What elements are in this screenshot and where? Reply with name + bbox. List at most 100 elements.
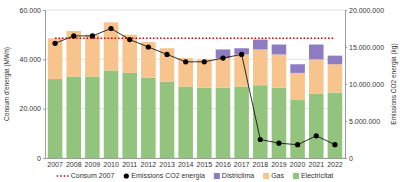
bar: [253, 40, 268, 50]
tick-label: 2011: [122, 161, 137, 168]
tick-label: 0: [349, 155, 353, 162]
axis-title: Emissions CO2 energia (kg): [390, 43, 398, 124]
tick-label: 2019: [271, 161, 287, 168]
bar: [141, 42, 156, 43]
bar: [234, 54, 249, 86]
point: [71, 33, 76, 38]
tick-label: 10.000.000: [349, 81, 384, 88]
tick-mark: [43, 109, 45, 110]
tick-mark: [43, 158, 45, 159]
legend-label: Emissions CO2 energia: [131, 172, 205, 180]
tick-label: 2022: [327, 161, 343, 168]
bar: [178, 58, 193, 86]
tick: 2012: [141, 161, 157, 168]
tick: 60.000: [20, 7, 45, 14]
grid: [45, 10, 345, 158]
bar: [197, 88, 212, 158]
bar: [66, 77, 81, 158]
tick-label: 2013: [159, 161, 175, 168]
point: [276, 141, 281, 146]
tick-mark: [345, 10, 347, 11]
bar: [197, 59, 212, 87]
tick: 20.000: [20, 105, 45, 112]
legend-symbol: [124, 173, 129, 178]
tick: 2016: [215, 161, 231, 168]
tick-label: 2016: [215, 161, 231, 168]
point: [90, 33, 95, 38]
axis-title: Consum d'energia (MWh): [3, 47, 11, 121]
tick: 2009: [85, 161, 101, 168]
bar: [122, 73, 137, 158]
bar: [104, 22, 119, 23]
bar: [328, 64, 343, 92]
legend-symbol: [263, 173, 269, 179]
legend-item: Gas: [263, 172, 284, 179]
point: [108, 26, 113, 31]
bar: [309, 45, 324, 60]
bar: [178, 86, 193, 158]
bar: [253, 49, 268, 85]
legend: Consum 2007 Emissions CO2 energia Districl…: [57, 172, 334, 180]
tick-label: 2020: [290, 161, 306, 168]
legend-label: Electricitat: [301, 172, 333, 179]
bar: [272, 45, 287, 55]
bar: [104, 22, 119, 70]
tick-label: 40.000: [20, 56, 42, 63]
point: [332, 142, 337, 147]
point: [183, 59, 188, 64]
tick: 2011: [122, 161, 137, 168]
tick-label: 2010: [103, 161, 119, 168]
grid-line: [45, 10, 345, 11]
tick-label: 0: [37, 155, 41, 162]
bar: [328, 56, 343, 65]
tick-label: 2012: [141, 161, 157, 168]
point: [202, 59, 207, 64]
tick-label: 60.000: [20, 7, 42, 14]
legend-item: Districlima: [214, 172, 254, 179]
bar: [122, 34, 137, 35]
tick-label: 2015: [197, 161, 213, 168]
line: [55, 29, 335, 145]
tick-label: 2014: [178, 161, 194, 168]
plot-area: [48, 22, 342, 158]
axis: 05.000.00010.000.00015.000.00020.000.000: [345, 7, 384, 162]
tick: 40.000: [20, 56, 45, 63]
bar: [122, 35, 137, 73]
bar: [309, 94, 324, 158]
axis: 0 20.000 40.000 60.000: [20, 7, 46, 162]
tick-label: 5.000.000: [349, 118, 380, 125]
axis-line: [46, 158, 346, 159]
tick: 2014: [178, 161, 194, 168]
point: [146, 44, 151, 49]
tick: 2021: [308, 161, 324, 168]
legend-symbol: [293, 173, 299, 179]
tick-mark: [43, 10, 45, 11]
point: [258, 137, 263, 142]
tick: 2017: [234, 161, 250, 168]
legend-item: Emissions CO2 energia: [124, 172, 205, 180]
tick-mark: [345, 121, 347, 122]
tick: 2022: [327, 161, 343, 168]
tick-label: 20.000: [20, 105, 42, 112]
bar: [253, 85, 268, 158]
tick: 5.000.000: [345, 118, 380, 125]
bar: [309, 59, 324, 94]
bar: [216, 88, 231, 158]
bar: [234, 86, 249, 158]
point: [295, 142, 300, 147]
bar: [48, 79, 63, 158]
tick: 2008: [66, 161, 82, 168]
bar: [290, 64, 305, 73]
tick-label: 2021: [308, 161, 324, 168]
tick-mark: [345, 47, 347, 48]
tick: 2010: [103, 161, 119, 168]
tick-label: 2018: [253, 161, 269, 168]
bar: [66, 30, 81, 31]
bar: [272, 88, 287, 158]
bar: [160, 48, 175, 81]
bar: [48, 38, 63, 39]
legend-label: Consum 2007: [71, 172, 115, 179]
point: [52, 41, 57, 46]
bar: [272, 54, 287, 87]
point: [164, 52, 169, 57]
